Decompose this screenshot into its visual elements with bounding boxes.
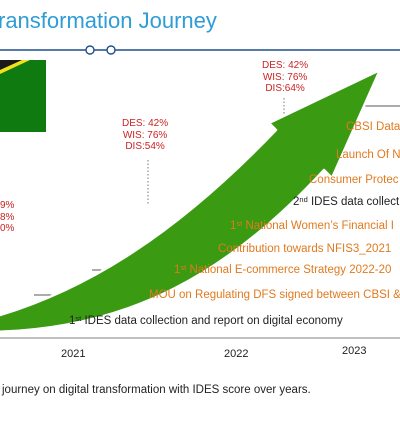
event-mou-dfs: MOU on Regulating DFS signed between CBS… — [149, 289, 400, 301]
figure-caption: journey on digital transformation with I… — [2, 384, 311, 396]
underline-circle-right — [106, 45, 116, 55]
score-2021: 9% 8% 0% — [0, 200, 14, 235]
score-2022-wis: WIS: 76% — [122, 129, 168, 141]
year-2023: 2023 — [342, 345, 367, 357]
score-2023-dis: DIS:64% — [265, 83, 305, 94]
score-2021-l2: 8% — [0, 211, 15, 223]
event-cbsi-data: CBSI Data — [346, 121, 400, 133]
underline-circle-left — [85, 45, 95, 55]
logo-badge-icon — [0, 60, 46, 132]
event-consumer-protection: Consumer Protec — [309, 174, 399, 186]
score-2022-des: DES: 42% — [122, 118, 169, 129]
score-2021-l1: 9% — [0, 200, 15, 211]
score-2023-wis: WIS: 76% — [262, 71, 308, 83]
event-ecommerce-strategy: 1st National E-commerce Strategy 2022-20 — [174, 263, 392, 276]
score-2023-des: DES: 42% — [262, 60, 309, 71]
year-2021: 2021 — [61, 348, 86, 360]
event-2nd-ides: 2nd IDES data collect — [293, 195, 400, 208]
page-title: ransformation Journey — [0, 8, 217, 33]
score-2021-l3: 0% — [0, 223, 15, 234]
event-launch: Launch Of N — [336, 149, 400, 161]
event-womens-financial: 1st National Women’s Financial I — [230, 219, 394, 232]
event-1st-ides: 1st IDES data collection and report on d… — [69, 314, 343, 327]
growth-arrow — [0, 68, 382, 333]
score-2022: DES: 42% WIS: 76% DIS:54% — [122, 118, 168, 153]
score-2022-dis: DIS:54% — [125, 141, 165, 152]
year-2022: 2022 — [224, 348, 249, 360]
score-2023: DES: 42% WIS: 76% DIS:64% — [262, 60, 308, 95]
event-nfis3: Contribution towards NFIS3_2021 — [218, 243, 392, 255]
